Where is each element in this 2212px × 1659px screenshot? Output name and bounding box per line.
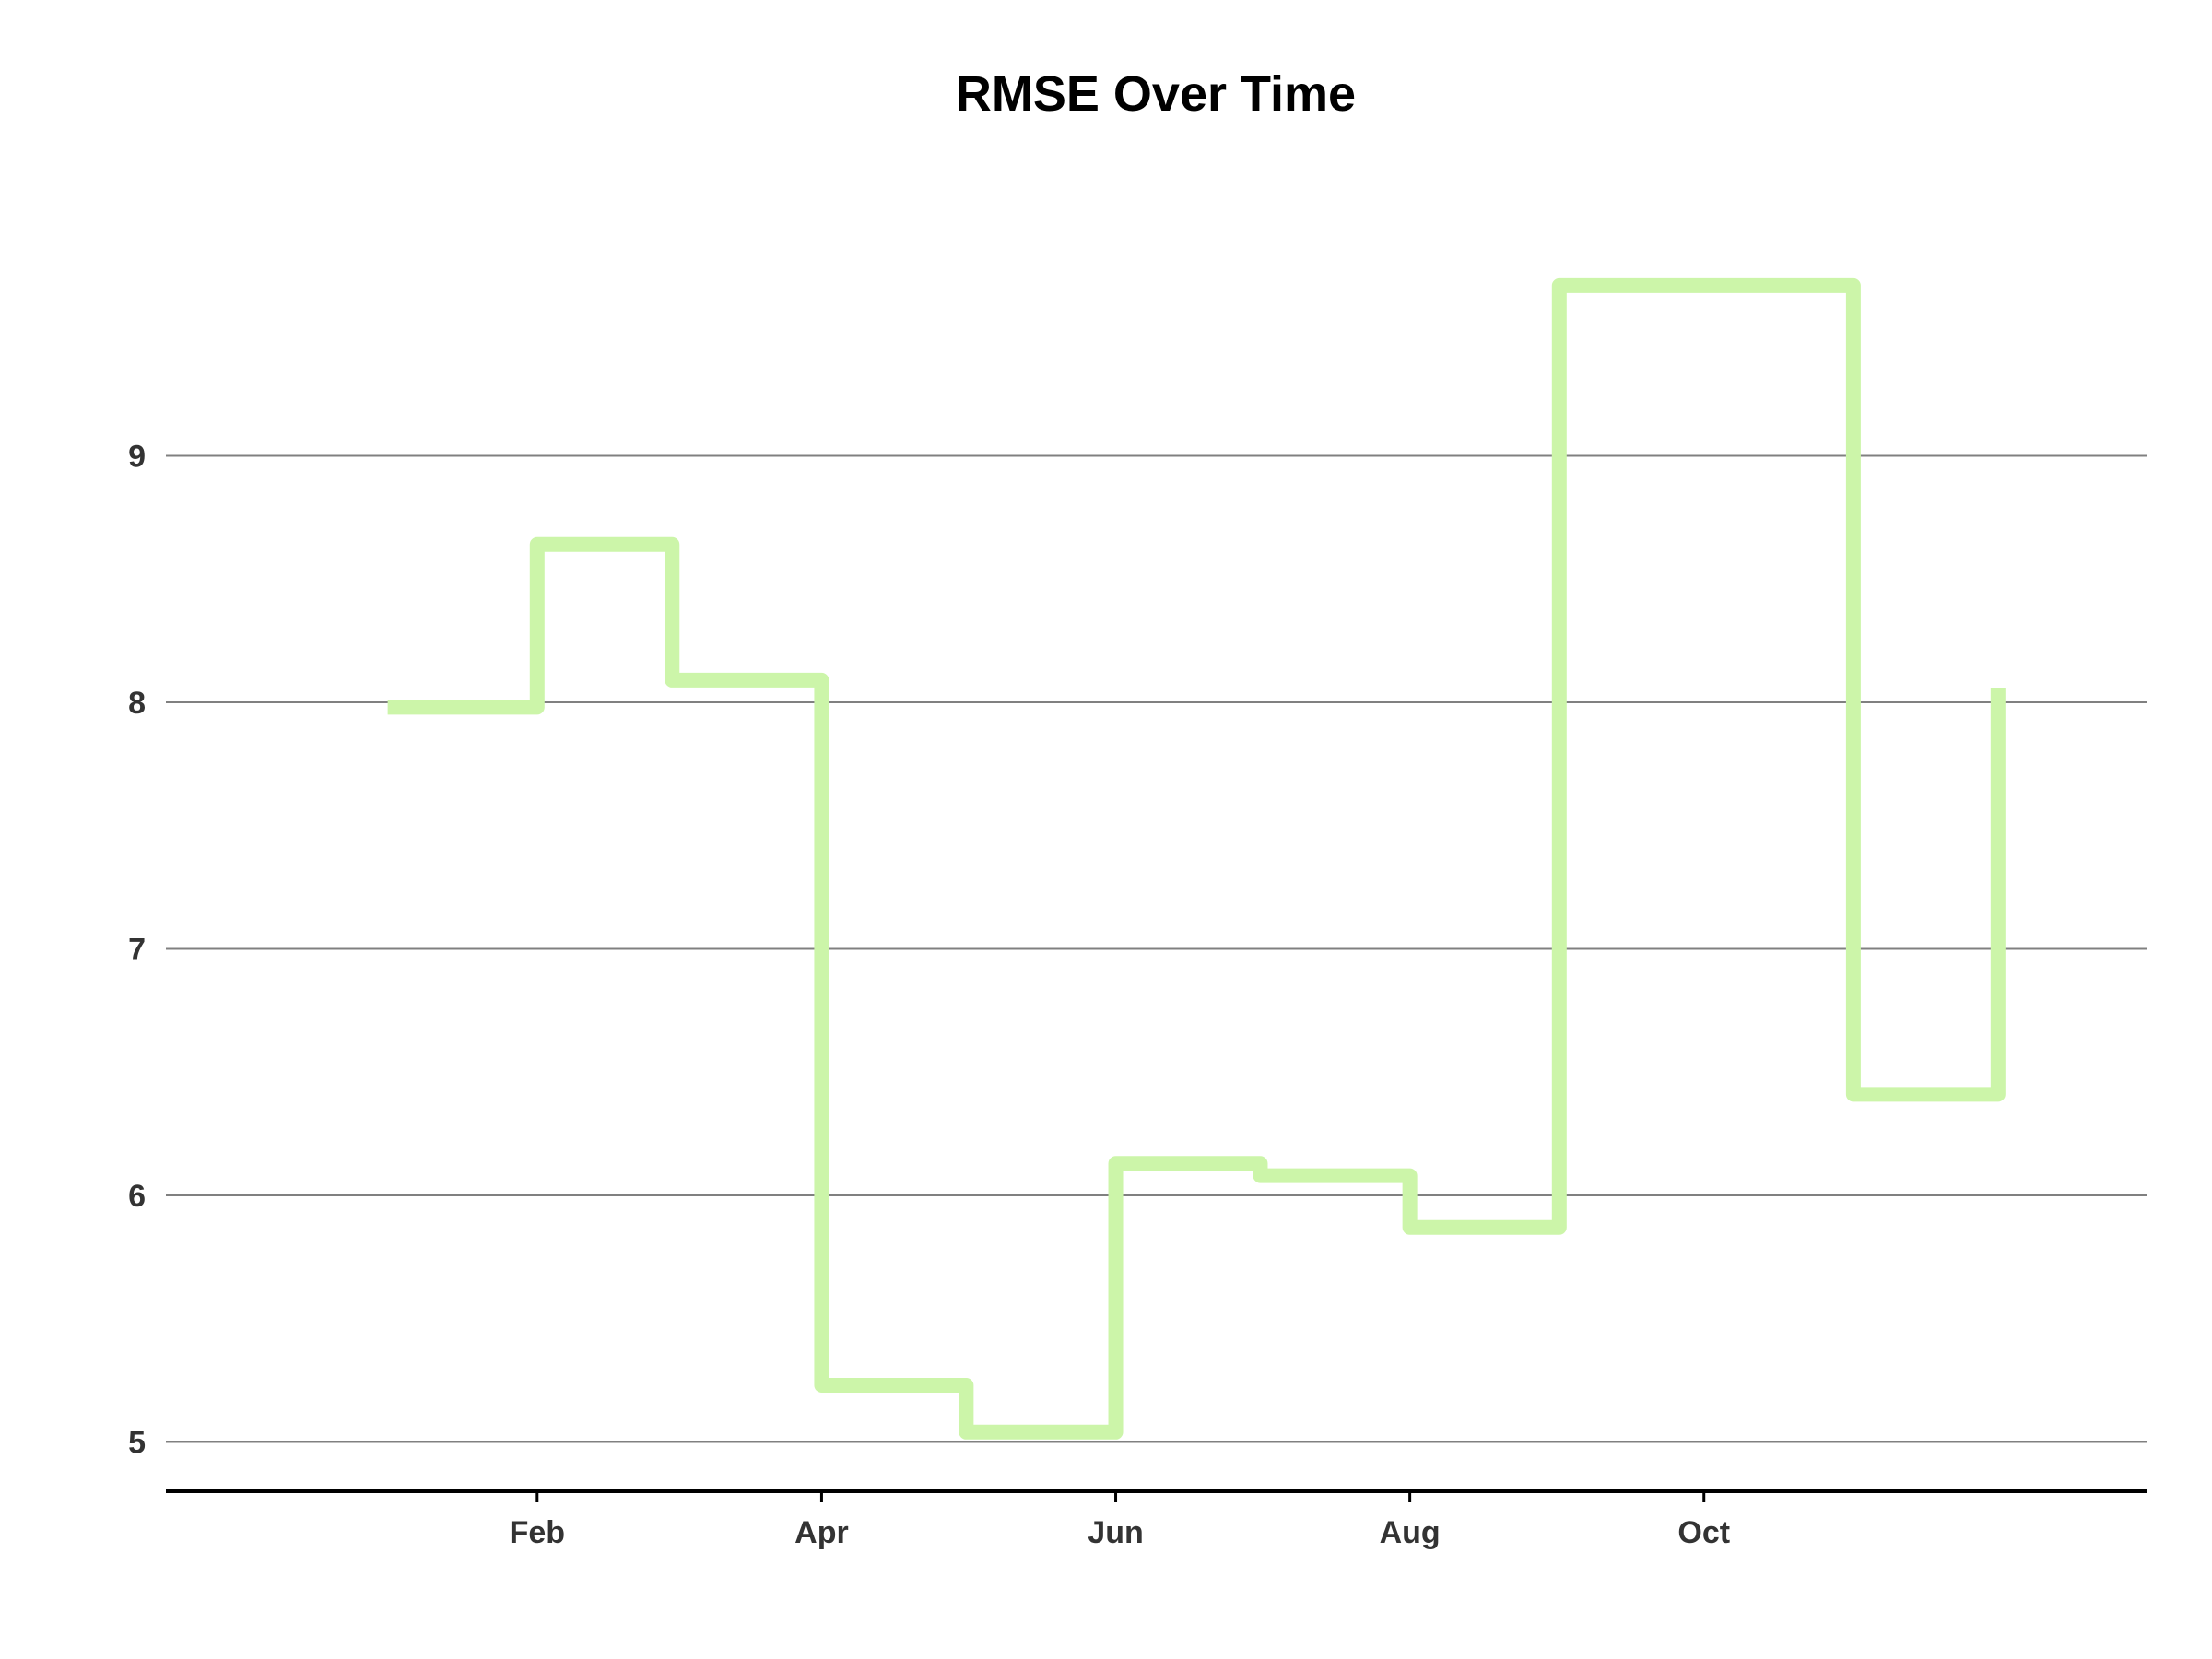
x-axis-ticks: Feb Apr Jun Aug Oct bbox=[510, 1491, 1730, 1550]
y-tick-label-9: 9 bbox=[128, 440, 146, 475]
x-tick-label-oct: Oct bbox=[1677, 1515, 1730, 1550]
x-tick-label-feb: Feb bbox=[510, 1515, 565, 1550]
y-tick-label-5: 5 bbox=[128, 1426, 146, 1461]
chart-title: RMSE Over Time bbox=[956, 66, 1356, 122]
y-axis-ticks: 5 6 7 8 9 bbox=[128, 440, 146, 1461]
series-line-0 bbox=[387, 277, 2006, 1440]
y-tick-label-8: 8 bbox=[128, 686, 146, 721]
y-tick-label-7: 7 bbox=[128, 933, 146, 968]
x-tick-label-aug: Aug bbox=[1380, 1515, 1441, 1550]
series-layer bbox=[387, 277, 2006, 1440]
x-tick-label-apr: Apr bbox=[794, 1515, 849, 1550]
x-tick-label-jun: Jun bbox=[1088, 1515, 1143, 1550]
y-tick-label-6: 6 bbox=[128, 1179, 146, 1214]
